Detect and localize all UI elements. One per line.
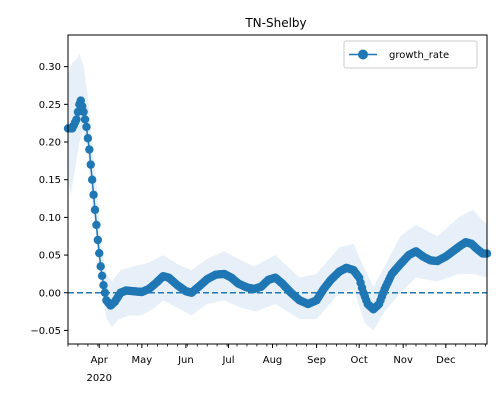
data-point-marker — [83, 134, 93, 143]
axes-frame — [67, 34, 488, 345]
data-point-marker — [99, 281, 108, 290]
legend[interactable]: growth_rate — [343, 40, 478, 69]
data-point-marker — [89, 190, 98, 199]
x-tick-label: May — [132, 355, 153, 366]
y-tick-label: 0.05 — [39, 251, 61, 262]
y-tick-label: 0.25 — [39, 100, 61, 111]
x-tick-label: Aug — [263, 355, 283, 366]
data-point-marker — [97, 271, 107, 280]
y-tick-label: 0.10 — [39, 213, 61, 224]
x-tick-label: Oct — [351, 355, 368, 366]
y-tick-label: 0.30 — [39, 62, 61, 73]
plot-area — [63, 53, 492, 331]
legend-marker-swatch — [358, 49, 368, 60]
data-point-marker — [86, 160, 95, 169]
axes: −0.05 0.00 0.05 0.10 0.15 0.20 0.25 0.30 Apr May J… — [30, 34, 488, 384]
data-point-marker — [87, 175, 97, 184]
y-tick-label: −0.05 — [30, 326, 61, 337]
y-tick-label: 0.00 — [39, 288, 61, 299]
data-point-marker — [96, 262, 105, 271]
growth-rate-markers — [63, 96, 492, 314]
y-tick-label: 0.15 — [39, 175, 61, 186]
x-year-label: 2020 — [87, 373, 112, 384]
data-point-marker — [80, 115, 90, 124]
x-tick-label: Jun — [177, 355, 194, 366]
data-point-marker — [79, 107, 88, 117]
x-tick-label: Apr — [91, 355, 109, 366]
legend-label-growth-rate: growth_rate — [389, 50, 449, 61]
data-point-marker — [82, 122, 91, 132]
legend-box — [343, 40, 478, 69]
data-point-marker — [90, 205, 100, 215]
x-tick-label: Nov — [393, 355, 413, 366]
x-tick-label: Dec — [436, 355, 455, 366]
data-point-marker — [85, 145, 94, 154]
data-point-marker — [92, 220, 101, 230]
data-point-marker — [72, 115, 81, 124]
data-point-marker — [100, 288, 110, 297]
y-tick-label: 0.20 — [39, 138, 61, 149]
x-tick-label: Sep — [307, 355, 326, 366]
chart-title: TN-Shelby — [244, 16, 306, 30]
data-point-marker — [95, 248, 104, 258]
data-point-marker — [93, 235, 103, 245]
x-tick-label: Jul — [221, 355, 234, 366]
